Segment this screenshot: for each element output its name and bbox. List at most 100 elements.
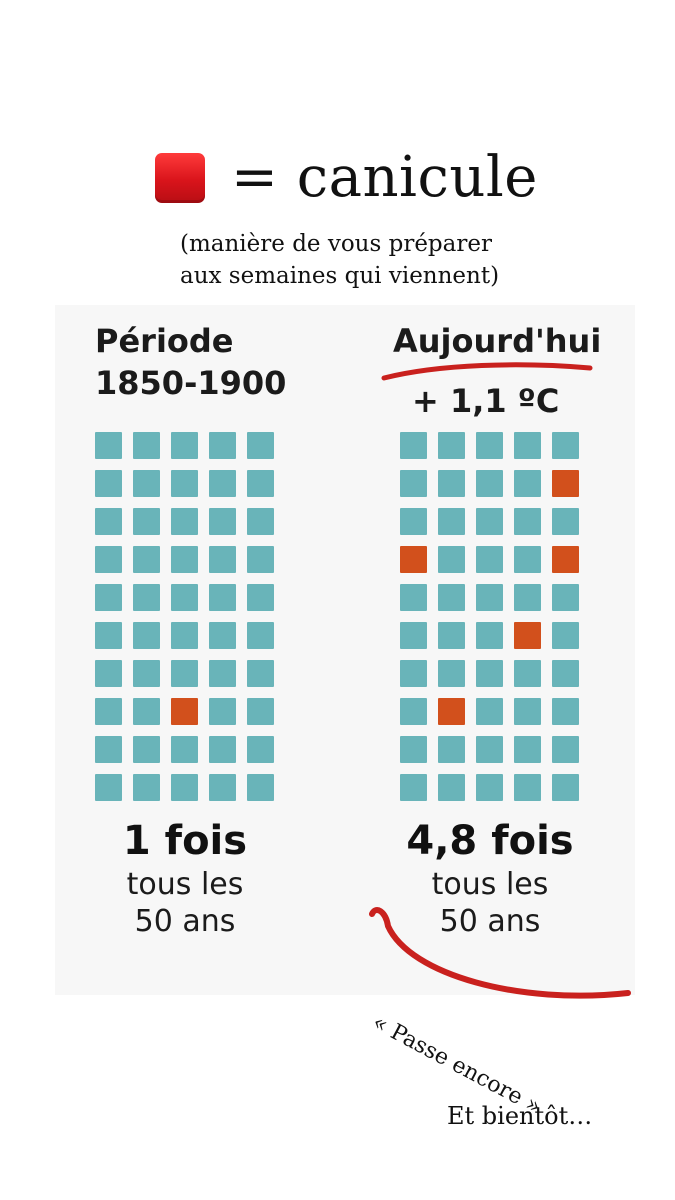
right-temperature: + 1,1 ºC bbox=[412, 382, 560, 420]
left-title-line-1: Période bbox=[95, 322, 234, 360]
normal-cell bbox=[171, 508, 198, 535]
normal-cell bbox=[247, 470, 274, 497]
normal-cell bbox=[247, 736, 274, 763]
normal-cell bbox=[209, 470, 236, 497]
normal-cell bbox=[400, 660, 427, 687]
normal-cell bbox=[209, 584, 236, 611]
normal-cell bbox=[209, 546, 236, 573]
normal-cell bbox=[95, 508, 122, 535]
normal-cell bbox=[209, 736, 236, 763]
normal-cell bbox=[209, 698, 236, 725]
normal-cell bbox=[400, 584, 427, 611]
normal-cell bbox=[438, 470, 465, 497]
normal-cell bbox=[133, 622, 160, 649]
normal-cell bbox=[95, 432, 122, 459]
normal-cell bbox=[552, 698, 579, 725]
normal-cell bbox=[171, 584, 198, 611]
normal-cell bbox=[552, 622, 579, 649]
normal-cell bbox=[209, 508, 236, 535]
normal-cell bbox=[133, 546, 160, 573]
normal-cell bbox=[95, 698, 122, 725]
subtitle-line-2: aux semaines qui viennent) bbox=[180, 263, 500, 289]
normal-cell bbox=[95, 584, 122, 611]
normal-cell bbox=[95, 736, 122, 763]
normal-cell bbox=[438, 660, 465, 687]
normal-cell bbox=[400, 736, 427, 763]
right-column-title: Aujourd'hui bbox=[393, 322, 602, 360]
left-cell-grid bbox=[95, 432, 274, 801]
normal-cell bbox=[514, 736, 541, 763]
heatwave-cell bbox=[514, 622, 541, 649]
normal-cell bbox=[476, 584, 503, 611]
normal-cell bbox=[95, 660, 122, 687]
normal-cell bbox=[95, 622, 122, 649]
heatwave-cell bbox=[438, 698, 465, 725]
normal-cell bbox=[95, 470, 122, 497]
heatwave-cell bbox=[400, 546, 427, 573]
normal-cell bbox=[514, 546, 541, 573]
footer-text: Et bientôt… bbox=[447, 1102, 593, 1130]
normal-cell bbox=[476, 546, 503, 573]
normal-cell bbox=[133, 774, 160, 801]
normal-cell bbox=[133, 508, 160, 535]
normal-cell bbox=[400, 470, 427, 497]
normal-cell bbox=[552, 660, 579, 687]
normal-cell bbox=[476, 470, 503, 497]
normal-cell bbox=[209, 432, 236, 459]
left-title-line-2: 1850-1900 bbox=[95, 364, 287, 402]
right-count: 4,8 fois bbox=[406, 818, 574, 864]
normal-cell bbox=[438, 508, 465, 535]
left-column-title: Période 1850-1900 bbox=[95, 320, 286, 404]
normal-cell bbox=[476, 432, 503, 459]
normal-cell bbox=[171, 736, 198, 763]
normal-cell bbox=[247, 698, 274, 725]
legend-label: canicule bbox=[296, 145, 538, 210]
normal-cell bbox=[438, 546, 465, 573]
normal-cell bbox=[171, 470, 198, 497]
legend-equals: = bbox=[231, 145, 279, 210]
normal-cell bbox=[476, 622, 503, 649]
normal-cell bbox=[476, 736, 503, 763]
left-frequency: tous les 50 ans bbox=[85, 866, 285, 940]
heatwave-cell bbox=[552, 546, 579, 573]
heatwave-cell bbox=[552, 470, 579, 497]
normal-cell bbox=[438, 774, 465, 801]
normal-cell bbox=[171, 432, 198, 459]
normal-cell bbox=[438, 736, 465, 763]
normal-cell bbox=[400, 432, 427, 459]
normal-cell bbox=[476, 508, 503, 535]
left-freq-line-2: 50 ans bbox=[134, 904, 236, 939]
normal-cell bbox=[514, 698, 541, 725]
normal-cell bbox=[514, 584, 541, 611]
normal-cell bbox=[133, 584, 160, 611]
normal-cell bbox=[476, 698, 503, 725]
normal-cell bbox=[133, 736, 160, 763]
infographic-panel bbox=[55, 305, 635, 995]
normal-cell bbox=[247, 546, 274, 573]
normal-cell bbox=[247, 584, 274, 611]
normal-cell bbox=[171, 622, 198, 649]
normal-cell bbox=[552, 774, 579, 801]
normal-cell bbox=[514, 432, 541, 459]
right-freq-line-2: 50 ans bbox=[439, 904, 541, 939]
normal-cell bbox=[476, 774, 503, 801]
normal-cell bbox=[171, 660, 198, 687]
right-frequency: tous les 50 ans bbox=[390, 866, 590, 940]
normal-cell bbox=[171, 774, 198, 801]
normal-cell bbox=[209, 622, 236, 649]
normal-cell bbox=[438, 622, 465, 649]
normal-cell bbox=[514, 508, 541, 535]
normal-cell bbox=[552, 584, 579, 611]
normal-cell bbox=[514, 470, 541, 497]
normal-cell bbox=[400, 508, 427, 535]
normal-cell bbox=[438, 432, 465, 459]
left-freq-line-1: tous les bbox=[126, 867, 244, 902]
normal-cell bbox=[400, 698, 427, 725]
normal-cell bbox=[514, 774, 541, 801]
normal-cell bbox=[133, 698, 160, 725]
subtitle: (manière de vous préparer aux semaines q… bbox=[180, 228, 540, 292]
normal-cell bbox=[438, 584, 465, 611]
normal-cell bbox=[247, 622, 274, 649]
normal-cell bbox=[247, 774, 274, 801]
normal-cell bbox=[133, 470, 160, 497]
